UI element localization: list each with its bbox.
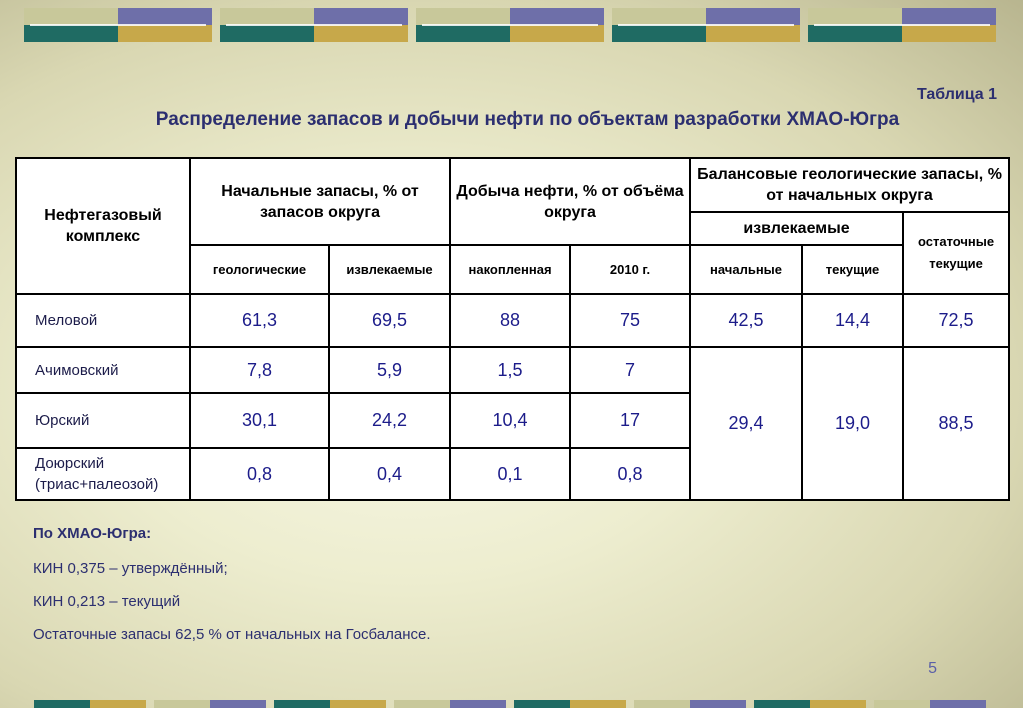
cell-balance-residual-merged: 88,5 [902, 346, 1011, 501]
header-balance-reserves: Балансовые геологические запасы, % от на… [689, 157, 1011, 213]
cell-balance-current-merged: 19,0 [801, 346, 905, 501]
notes-title: По ХМАО-Югра: [33, 525, 152, 542]
top-decorative-banner [24, 8, 1004, 42]
cell-geological: 0,8 [189, 447, 330, 501]
cell-2010: 7 [569, 346, 692, 394]
row-name: Ачимовский [15, 346, 191, 394]
subheader-geological: геологические [189, 244, 330, 295]
banner-block [220, 8, 408, 42]
subheader-initial: начальные [689, 244, 804, 295]
subheader-recoverable: извлекаемые [327, 244, 452, 295]
subheader-2010: 2010 г. [569, 244, 692, 295]
banner-block [24, 8, 212, 42]
notes-line: КИН 0,213 – текущий [33, 593, 181, 610]
slide-title: Распределение запасов и добычи нефти по … [155, 109, 900, 130]
header-initial-reserves: Начальные запасы, % от запасов округа [188, 157, 452, 246]
cell-recoverable: 69,5 [327, 293, 452, 348]
banner-block [416, 8, 604, 42]
reserves-table: Нефтегазовый комплекс Начальные запасы, … [15, 157, 1011, 501]
cell-geological: 7,8 [189, 346, 330, 394]
cell-2010: 17 [569, 392, 692, 449]
header-complex: Нефтегазовый комплекс [15, 157, 191, 295]
cell-balance-initial: 42,5 [689, 293, 804, 348]
cell-recoverable: 24,2 [327, 392, 452, 449]
cell-recoverable: 0,4 [327, 447, 452, 501]
row-name: Юрский [15, 392, 191, 449]
banner-block [612, 8, 800, 42]
row-name: Меловой [15, 293, 191, 348]
subheader-current: текущие [801, 244, 905, 295]
page-number: 5 [928, 660, 937, 677]
subheader-cumulative: накопленная [449, 244, 572, 295]
header-residual-current: остаточные текущие [902, 211, 1011, 295]
cell-balance-current: 14,4 [801, 293, 905, 348]
table-row: Ачимовский 7,8 5,9 1,5 7 29,4 19,0 88,5 [15, 346, 1011, 501]
banner-block [808, 8, 996, 42]
header-recoverable: извлекаемые [689, 211, 905, 246]
bottom-decorative-banner [34, 700, 1023, 708]
table-row: Меловой 61,3 69,5 88 75 42,5 14,4 72,5 [15, 293, 1011, 348]
table-row: Доюрский (триас+палеозой) 0,8 0,4 0,1 0,… [15, 447, 1009, 501]
notes-line: КИН 0,375 – утверждённый; [33, 560, 228, 577]
cell-geological: 61,3 [189, 293, 330, 348]
cell-cumulative: 1,5 [449, 346, 572, 394]
cell-recoverable: 5,9 [327, 346, 452, 394]
cell-balance-residual: 72,5 [902, 293, 1011, 348]
cell-2010: 75 [569, 293, 692, 348]
notes-line: Остаточные запасы 62,5 % от начальных на… [33, 626, 431, 643]
cell-cumulative: 88 [449, 293, 572, 348]
table-number: Таблица 1 [916, 86, 997, 103]
cell-cumulative: 10,4 [449, 392, 572, 449]
row-name: Доюрский (триас+палеозой) [15, 447, 191, 501]
table-row: Юрский 30,1 24,2 10,4 17 [15, 392, 1009, 449]
header-oil-production: Добыча нефти, % от объёма округа [449, 157, 692, 246]
cell-2010: 0,8 [569, 447, 692, 501]
cell-balance-initial-merged: 29,4 [689, 346, 804, 501]
cell-cumulative: 0,1 [449, 447, 572, 501]
cell-geological: 30,1 [189, 392, 330, 449]
